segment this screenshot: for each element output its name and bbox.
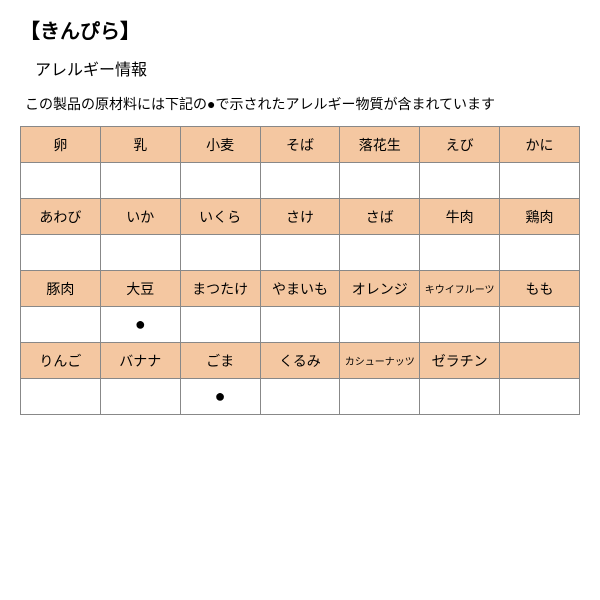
product-title: 【きんぴら】: [10, 15, 590, 44]
allergen-label: まつたけ: [180, 271, 260, 307]
allergen-label: カシューナッツ: [340, 343, 420, 379]
allergen-label: あわび: [21, 199, 101, 235]
allergen-label: 大豆: [100, 271, 180, 307]
allergen-value: [180, 307, 260, 343]
allergen-value: ●: [100, 307, 180, 343]
allergen-label: さば: [340, 199, 420, 235]
allergen-label: そば: [260, 127, 340, 163]
allergen-value: [21, 379, 101, 415]
allergen-label: 落花生: [340, 127, 420, 163]
allergen-value: [260, 307, 340, 343]
allergen-value: [420, 235, 500, 271]
allergen-label: やまいも: [260, 271, 340, 307]
allergen-value: [100, 379, 180, 415]
allergen-label: オレンジ: [340, 271, 420, 307]
allergen-value: [500, 307, 580, 343]
allergen-table: 卵乳小麦そば落花生えびかにあわびいかいくらさけさば牛肉鶏肉豚肉大豆まつたけやまい…: [20, 126, 580, 415]
allergen-label: えび: [420, 127, 500, 163]
allergen-value: [420, 307, 500, 343]
allergen-label: もも: [500, 271, 580, 307]
allergen-label: 鶏肉: [500, 199, 580, 235]
allergen-label: 乳: [100, 127, 180, 163]
allergen-value: [420, 163, 500, 199]
allergen-value: [340, 307, 420, 343]
allergen-value: [100, 163, 180, 199]
allergen-value: [180, 235, 260, 271]
allergen-label: さけ: [260, 199, 340, 235]
allergen-label: かに: [500, 127, 580, 163]
allergen-label: いか: [100, 199, 180, 235]
allergen-label: ごま: [180, 343, 260, 379]
allergen-value: [500, 235, 580, 271]
allergen-value: [21, 163, 101, 199]
allergen-label: 卵: [21, 127, 101, 163]
allergen-value: [260, 235, 340, 271]
allergen-value: [260, 379, 340, 415]
allergen-value: [21, 235, 101, 271]
allergen-value: [340, 379, 420, 415]
allergen-value: [500, 379, 580, 415]
allergen-value: [260, 163, 340, 199]
allergen-value: [340, 235, 420, 271]
allergen-label: くるみ: [260, 343, 340, 379]
allergen-value: [180, 163, 260, 199]
allergen-label: キウイフルーツ: [420, 271, 500, 307]
allergen-value: [100, 235, 180, 271]
allergen-value: [500, 163, 580, 199]
allergen-value: [420, 379, 500, 415]
allergen-label: いくら: [180, 199, 260, 235]
allergen-value: [21, 307, 101, 343]
allergen-label: りんご: [21, 343, 101, 379]
allergen-value: ●: [180, 379, 260, 415]
allergen-label: [500, 343, 580, 379]
description-text: この製品の原材料には下記の●で示されたアレルギー物質が含まれています: [10, 94, 590, 114]
allergen-value: [340, 163, 420, 199]
allergen-label: 牛肉: [420, 199, 500, 235]
section-subtitle: アレルギー情報: [10, 56, 590, 80]
allergen-label: 小麦: [180, 127, 260, 163]
allergen-label: バナナ: [100, 343, 180, 379]
allergen-label: 豚肉: [21, 271, 101, 307]
allergen-label: ゼラチン: [420, 343, 500, 379]
